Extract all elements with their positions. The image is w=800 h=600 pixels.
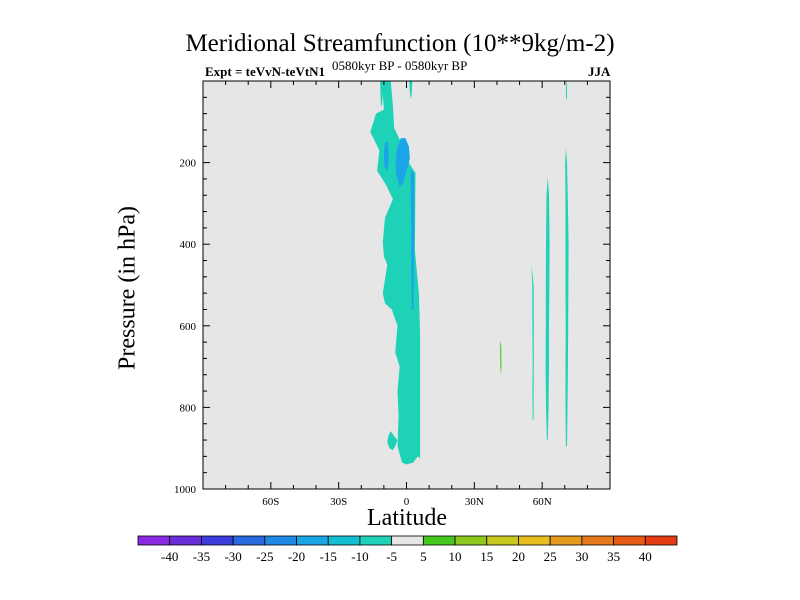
contour-region-11 [500, 340, 502, 375]
colorbar-label: -5 [386, 549, 397, 564]
x-tick-label: 60N [533, 496, 552, 508]
colorbar-swatch [454, 535, 488, 546]
colorbar-swatch [359, 535, 393, 546]
colorbar-label: 5 [420, 549, 427, 564]
colorbar-label: 25 [544, 549, 557, 564]
axis-ticks: 200 400 600 800 1000 60S 30S 0 30N 60N [174, 81, 610, 508]
y-tick-label: 1000 [174, 484, 197, 496]
colorbar-label: 40 [639, 549, 652, 564]
colorbar-label: -35 [193, 549, 210, 564]
contour-region-9 [410, 170, 415, 310]
x-tick-label: 30N [465, 496, 484, 508]
colorbar-swatch [169, 535, 202, 546]
contour-region-3 [545, 176, 550, 440]
colorbar: -40 -35 -30 -25 -20 -15 -10 -5 5 10 15 20 25 30 35 40 [137, 535, 678, 564]
contour-region-0 [370, 81, 421, 465]
x-tick-label: 60S [262, 496, 279, 508]
contour-region-5 [565, 81, 567, 100]
colorbar-swatch [232, 535, 266, 546]
colorbar-swatch [486, 535, 519, 546]
colorbar-label: -20 [288, 549, 305, 564]
colorbar-label: -10 [351, 549, 368, 564]
colorbar-label: 30 [575, 549, 588, 564]
contour-region-6 [380, 81, 383, 106]
x-tick-label: 0 [404, 496, 410, 508]
colorbar-swatch [327, 535, 361, 546]
experiment-label: Expt = teVvN-teVtN1 [205, 64, 326, 79]
y-tick-label: 200 [180, 158, 197, 170]
colorbar-label: 35 [607, 549, 620, 564]
colorbar-label: 20 [512, 549, 525, 564]
colorbar-label: -30 [224, 549, 241, 564]
chart-title: Meridional Streamfunction (10**9kg/m-2) [185, 30, 615, 57]
colorbar-label: -40 [161, 549, 178, 564]
contour-region-8 [395, 138, 410, 188]
colorbar-label: -25 [256, 549, 273, 564]
contour-region-7 [409, 81, 413, 100]
x-tick-label: 30S [330, 496, 347, 508]
colorbar-swatch [422, 535, 456, 546]
colorbar-swatch [264, 535, 297, 546]
colorbar-swatch [391, 535, 424, 546]
colorbar-swatch [613, 535, 646, 546]
colorbar-swatch [296, 535, 329, 546]
colorbar-swatch [518, 535, 551, 546]
y-tick-label: 600 [180, 321, 197, 333]
colorbar-swatch [644, 535, 678, 546]
colorbar-swatch [549, 535, 583, 546]
colorbar-label: 15 [480, 549, 493, 564]
contour-region-4 [565, 148, 569, 447]
contour-region-2 [531, 264, 534, 420]
colorbar-label: -15 [320, 549, 337, 564]
contour-region-1 [387, 431, 398, 451]
y-tick-label: 400 [180, 239, 197, 251]
x-axis-label: Latitude [367, 505, 447, 531]
y-tick-label: 800 [180, 402, 197, 414]
contour-regions [370, 81, 569, 465]
colorbar-swatch [201, 535, 234, 546]
contour-region-10 [383, 142, 389, 171]
season-label: JJA [588, 64, 611, 79]
colorbar-swatch [581, 535, 614, 546]
colorbar-label: 10 [449, 549, 462, 564]
period-label: 0580kyr BP - 0580kyr BP [332, 58, 468, 73]
colorbar-swatch [137, 535, 171, 546]
